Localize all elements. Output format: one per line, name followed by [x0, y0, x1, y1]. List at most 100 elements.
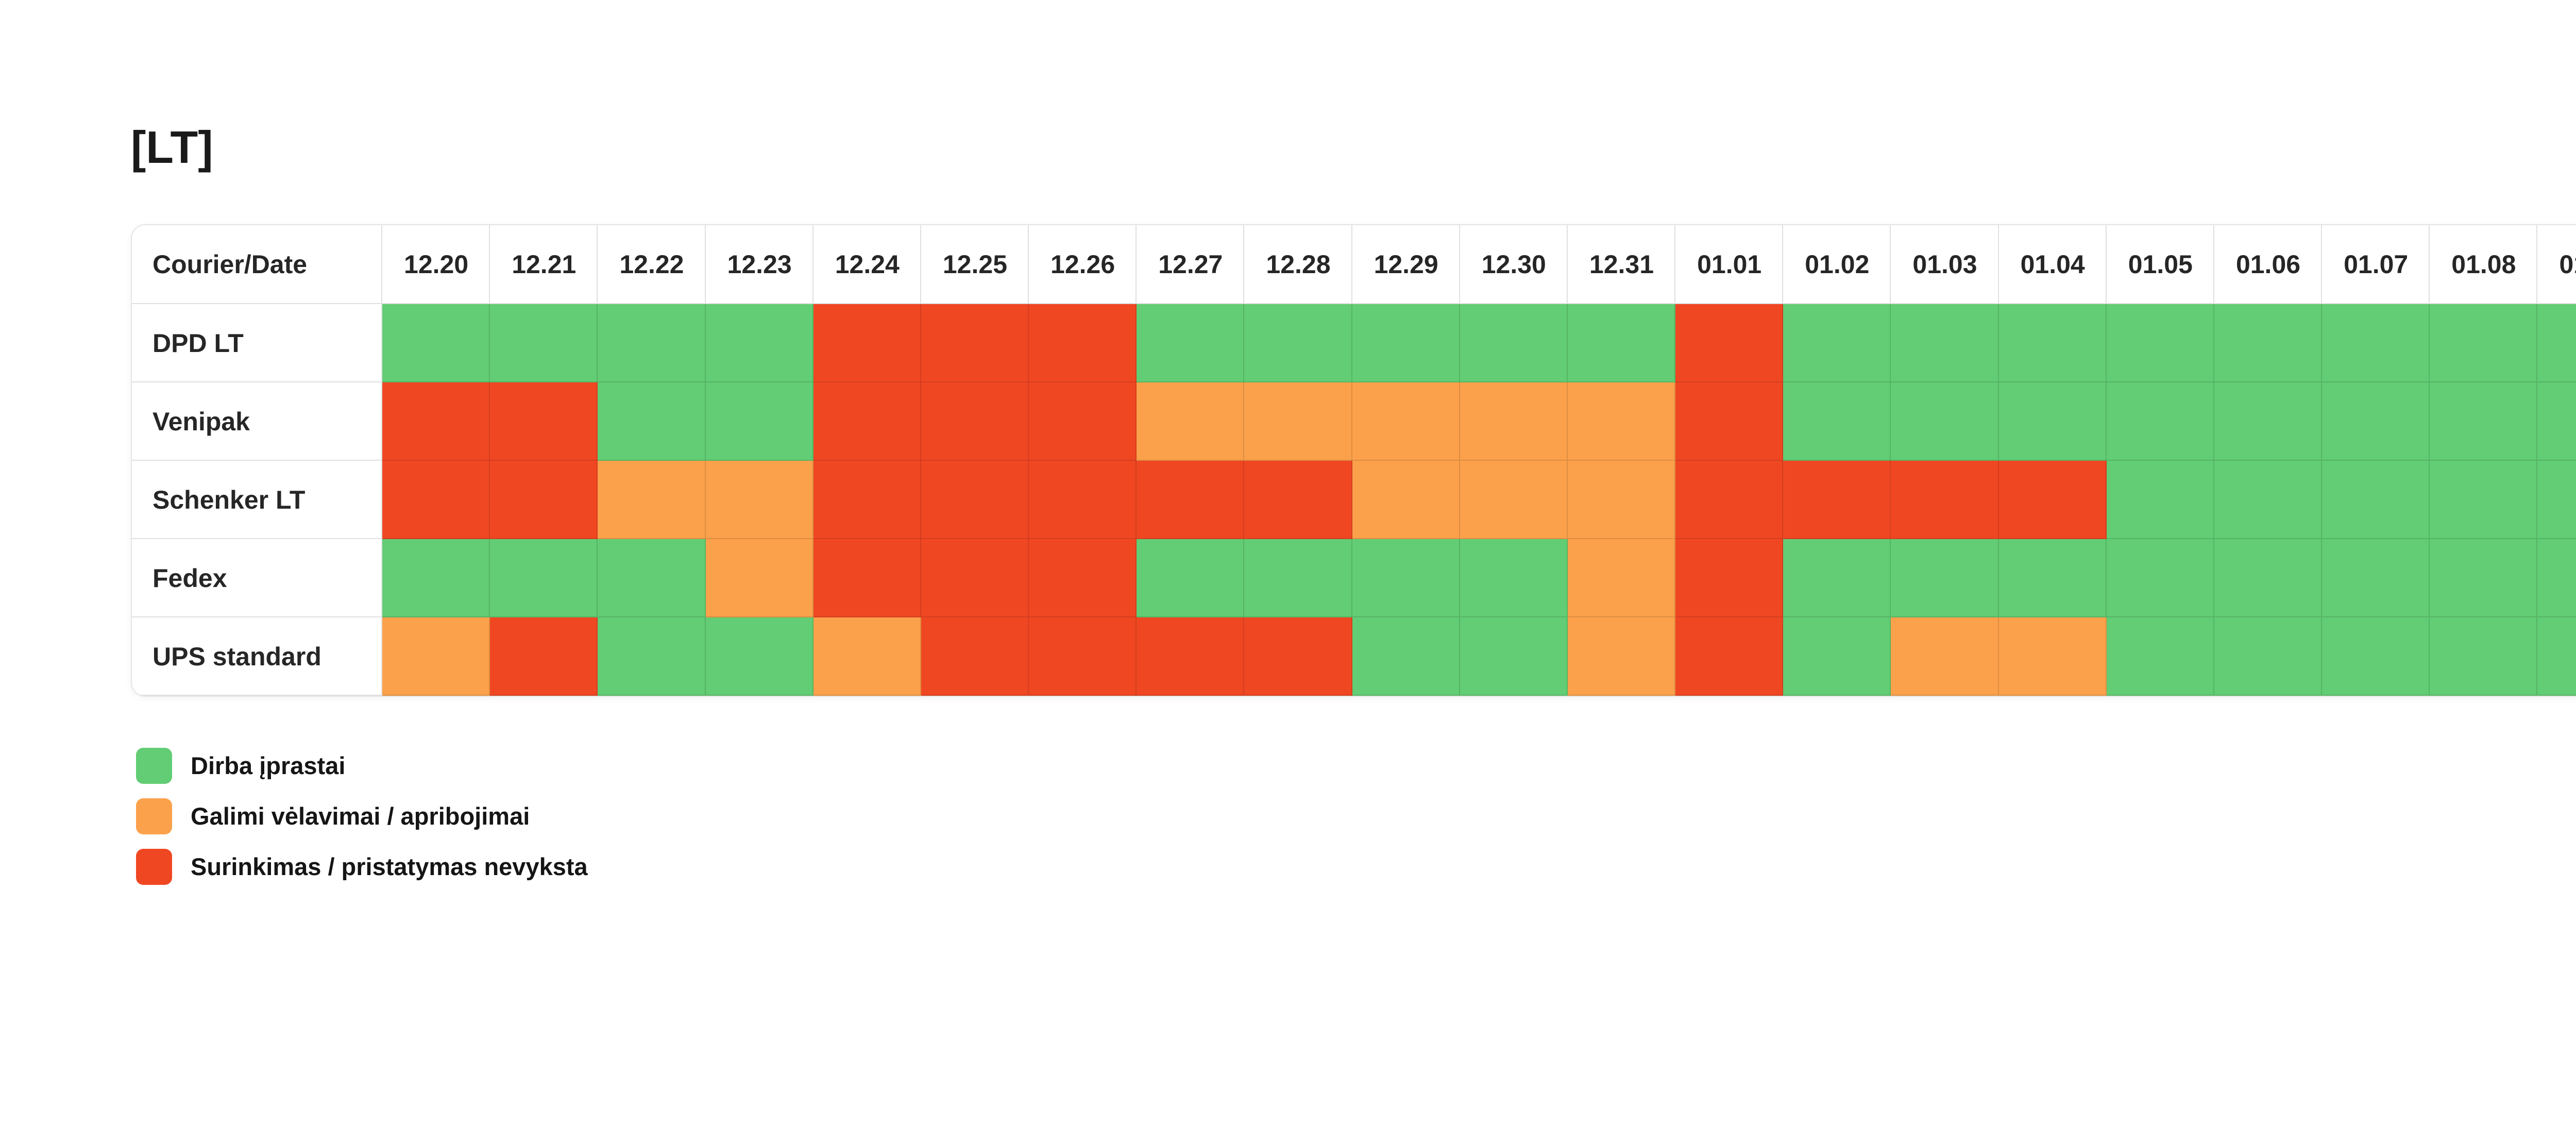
status-cell-ok — [2106, 539, 2214, 617]
status-cell-stop — [921, 539, 1029, 617]
courier-status-page: [LT] Courier/Date 12.20 12.21 12.22 12.23 12… — [0, 122, 2576, 885]
status-cell-stop — [1029, 382, 1137, 461]
status-cell-ok — [1460, 304, 1568, 382]
status-cell-stop — [382, 382, 490, 461]
status-cell-ok — [2537, 460, 2576, 539]
status-cell-ok — [1460, 617, 1568, 696]
status-cell-ok — [1783, 382, 1891, 461]
status-cell-ok — [1783, 617, 1891, 696]
date-header-cell: 12.21 — [490, 225, 598, 304]
status-cell-ok — [2322, 304, 2430, 382]
status-cell-stop — [382, 460, 490, 539]
status-cell-ok — [1998, 539, 2107, 617]
status-cell-warn — [705, 539, 814, 617]
status-cell-stop — [1783, 460, 1891, 539]
status-cell-stop — [921, 460, 1029, 539]
status-cell-ok — [2214, 382, 2323, 461]
status-cell-warn — [1244, 382, 1352, 461]
date-header-cell: 01.07 — [2322, 225, 2430, 304]
status-cell-stop — [490, 617, 598, 696]
courier-name-cell: Schenker LT — [132, 460, 382, 539]
status-cell-ok — [2430, 460, 2538, 539]
status-heatmap: Courier/Date 12.20 12.21 12.22 12.23 12.24 12… — [132, 225, 2576, 696]
status-cell-ok — [1137, 539, 1245, 617]
status-cell-ok — [1352, 539, 1460, 617]
status-cell-warn — [1137, 382, 1245, 461]
courier-name-cell: Fedex — [132, 539, 382, 617]
status-cell-warn — [1352, 382, 1460, 461]
status-cell-stop — [921, 617, 1029, 696]
courier-row: DPD LT — [132, 304, 2576, 382]
status-cell-warn — [1460, 460, 1568, 539]
courier-name-cell: Venipak — [132, 382, 382, 461]
date-header-cell: 01.01 — [1675, 225, 1784, 304]
status-cell-stop — [1137, 460, 1245, 539]
status-cell-ok — [2322, 382, 2430, 461]
date-header-cell: 01.09 — [2537, 225, 2576, 304]
status-cell-ok — [490, 539, 598, 617]
status-cell-ok — [1352, 617, 1460, 696]
legend-item: Galimi vėlavimai / apribojimai — [136, 798, 2576, 834]
status-cell-ok — [2430, 382, 2538, 461]
status-cell-stop — [1675, 382, 1784, 461]
status-cell-warn — [705, 460, 814, 539]
status-cell-ok — [705, 382, 814, 461]
legend-item: Surinkimas / pristatymas nevyksta — [136, 848, 2576, 885]
status-cell-ok — [1352, 304, 1460, 382]
date-header-cell: 01.03 — [1891, 225, 1999, 304]
legend-swatch-ok — [136, 747, 172, 784]
status-cell-ok — [1891, 539, 1999, 617]
status-cell-ok — [1244, 304, 1352, 382]
status-cell-ok — [1891, 304, 1999, 382]
status-cell-ok — [705, 617, 814, 696]
status-cell-stop — [1244, 617, 1352, 696]
status-cell-ok — [1998, 382, 2107, 461]
status-cell-stop — [1029, 304, 1137, 382]
status-cell-ok — [2214, 617, 2323, 696]
status-cell-ok — [2214, 460, 2323, 539]
legend-swatch-warn — [136, 798, 172, 834]
status-cell-warn — [382, 617, 490, 696]
legend-swatch-stop — [136, 848, 172, 885]
date-header-cell: 01.06 — [2214, 225, 2323, 304]
status-cell-ok — [2430, 304, 2538, 382]
status-cell-ok — [1783, 539, 1891, 617]
date-header-cell: 12.30 — [1460, 225, 1568, 304]
status-cell-warn — [1998, 617, 2107, 696]
status-cell-stop — [813, 304, 921, 382]
legend-item: Dirba įprastai — [136, 747, 2576, 784]
status-cell-ok — [490, 304, 598, 382]
status-cell-stop — [1244, 460, 1352, 539]
date-header-cell: 01.05 — [2106, 225, 2214, 304]
date-header-cell: 12.27 — [1137, 225, 1245, 304]
status-cell-stop — [1675, 460, 1784, 539]
status-cell-ok — [2322, 617, 2430, 696]
status-cell-ok — [2322, 460, 2430, 539]
date-header-cell: 12.20 — [382, 225, 490, 304]
date-header-cell: 12.31 — [1567, 225, 1676, 304]
date-header-cell: 12.25 — [921, 225, 1029, 304]
status-cell-stop — [813, 539, 921, 617]
status-cell-stop — [1029, 460, 1137, 539]
status-cell-ok — [382, 539, 490, 617]
status-cell-stop — [490, 460, 598, 539]
status-cell-stop — [490, 382, 598, 461]
courier-row: UPS standard — [132, 617, 2576, 696]
status-cell-warn — [1567, 617, 1676, 696]
status-cell-ok — [598, 382, 706, 461]
date-header-cell: 01.08 — [2430, 225, 2538, 304]
status-cell-ok — [1998, 304, 2107, 382]
status-cell-stop — [1675, 617, 1784, 696]
status-cell-ok — [1783, 304, 1891, 382]
status-cell-ok — [598, 304, 706, 382]
courier-row: Fedex — [132, 539, 2576, 617]
date-header-cell: 12.26 — [1029, 225, 1137, 304]
legend: Dirba įprastai Galimi vėlavimai / apriboj… — [136, 747, 2576, 885]
status-cell-ok — [2430, 539, 2538, 617]
status-cell-ok — [2537, 539, 2576, 617]
status-cell-stop — [1137, 617, 1245, 696]
status-cell-ok — [1244, 539, 1352, 617]
courier-name-cell: UPS standard — [132, 617, 382, 696]
date-header-cell: 12.29 — [1352, 225, 1460, 304]
status-cell-warn — [813, 617, 921, 696]
